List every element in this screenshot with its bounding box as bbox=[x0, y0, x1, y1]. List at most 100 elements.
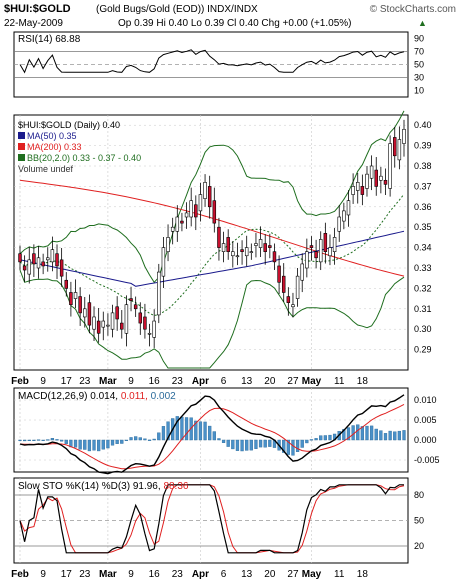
candle-body bbox=[110, 312, 115, 330]
macd-tick: 0.000 bbox=[414, 435, 437, 445]
candle-body bbox=[281, 275, 286, 293]
candle-body bbox=[194, 204, 198, 218]
macd-histogram-bar bbox=[286, 439, 290, 455]
header-ohlc: Op 0.39 Hi 0.40 Lo 0.39 Cl 0.40 Chg +0.0… bbox=[118, 18, 352, 29]
header-description: (Gold Bugs/Gold (EOD)) INDX/INDX bbox=[96, 4, 258, 15]
x-tick-label: 9 bbox=[128, 569, 134, 580]
macd-histogram-bar bbox=[152, 438, 156, 441]
macd-histogram-bar bbox=[208, 425, 212, 441]
x-tick-label: 17 bbox=[61, 376, 73, 387]
candle-body bbox=[212, 200, 217, 224]
price-tick: 0.36 bbox=[414, 202, 432, 212]
legend-entry: BB(20,2.0) 0.33 - 0.37 - 0.40 bbox=[27, 153, 141, 163]
x-tick-label: Apr bbox=[192, 376, 209, 387]
x-tick-label: 20 bbox=[264, 376, 276, 387]
macd-histogram-bar bbox=[300, 439, 304, 448]
macd-histogram-bar bbox=[402, 430, 406, 441]
macd-histogram-bar bbox=[323, 435, 327, 441]
macd-histogram-bar bbox=[319, 435, 323, 441]
macd-histogram-bar bbox=[240, 439, 244, 452]
macd-histogram-bar bbox=[50, 438, 55, 441]
macd-histogram-bar bbox=[365, 425, 369, 441]
x-tick-label: 9 bbox=[40, 376, 46, 387]
x-axis-price: Feb 9 17 23 Mar 9 16 23 Apr 6 13 20 27 May 11 18 bbox=[11, 376, 368, 387]
macd-histogram-bar bbox=[235, 439, 240, 451]
candle-body bbox=[263, 243, 267, 252]
macd-histogram-bar bbox=[254, 439, 258, 449]
candle-body bbox=[337, 216, 341, 232]
macd-histogram-bar bbox=[295, 439, 300, 452]
x-tick-label: 11 bbox=[334, 376, 345, 387]
macd-histogram-bar bbox=[41, 439, 45, 442]
chg-arrow-icon: ▲ bbox=[418, 18, 427, 28]
bb-lower-line bbox=[19, 269, 405, 369]
x-tick-label: 18 bbox=[357, 376, 369, 387]
candle-body bbox=[184, 212, 189, 218]
macd-tick: 0.010 bbox=[414, 395, 437, 405]
candle-body bbox=[87, 302, 92, 326]
macd-histogram-bar bbox=[328, 434, 332, 441]
candle-body bbox=[157, 271, 161, 316]
price-tick: 0.31 bbox=[414, 304, 432, 314]
candle-body bbox=[323, 233, 328, 252]
candle-body bbox=[226, 237, 230, 252]
candle-body bbox=[346, 200, 351, 216]
candle-body bbox=[221, 243, 226, 252]
bb-middle-line bbox=[19, 193, 405, 317]
macd-histogram-bar bbox=[263, 439, 267, 448]
candle-body bbox=[286, 296, 291, 303]
sto-panel: 80 50 20 Slow STO %K(14) %D(3) 91.96, 88.36 bbox=[13, 477, 424, 564]
sto-tick: 80 bbox=[414, 490, 424, 500]
macd-histogram-bar bbox=[27, 439, 31, 442]
legend-entry: $HUI:$GOLD (Daily) 0.40 bbox=[18, 120, 120, 130]
watermark: © StockCharts.com bbox=[370, 4, 456, 15]
macd-histogram-bar bbox=[129, 437, 133, 441]
rsi-label: RSI(14) 68.88 bbox=[18, 34, 81, 45]
candle-body bbox=[69, 292, 73, 306]
candle-body bbox=[120, 322, 124, 330]
x-tick-label: 23 bbox=[172, 376, 184, 387]
candle-body bbox=[18, 253, 22, 263]
candle-body bbox=[356, 182, 360, 191]
header-date: 22-May-2009 bbox=[4, 18, 63, 29]
macd-tick: -0.005 bbox=[414, 455, 440, 465]
macd-histogram-bar bbox=[87, 439, 92, 452]
macd-histogram-bar bbox=[143, 438, 147, 441]
macd-histogram-bar bbox=[374, 428, 378, 441]
candle-body bbox=[254, 243, 258, 246]
macd-histogram-bar bbox=[346, 427, 351, 441]
candle-body bbox=[374, 169, 378, 187]
candle-body bbox=[300, 263, 304, 281]
price-frame bbox=[13, 114, 409, 371]
candle-body bbox=[351, 186, 355, 195]
macd-histogram-bar bbox=[282, 439, 286, 453]
macd-histogram-bar bbox=[120, 439, 124, 444]
candle-body bbox=[59, 259, 64, 277]
candle-body bbox=[41, 261, 45, 267]
candle-body bbox=[92, 316, 96, 330]
candle-body bbox=[217, 226, 221, 248]
candle-body bbox=[365, 173, 369, 189]
macd-signal-line bbox=[19, 403, 405, 470]
candle-body bbox=[268, 245, 272, 248]
candle-body bbox=[138, 312, 143, 324]
macd-histogram-bar bbox=[231, 439, 235, 450]
x-tick-label: 16 bbox=[149, 569, 161, 580]
candle-body bbox=[22, 265, 27, 271]
candle-body bbox=[46, 257, 50, 261]
rsi-tick: 50 bbox=[414, 60, 424, 70]
macd-histogram-bar bbox=[217, 438, 221, 441]
candle-body bbox=[73, 292, 78, 299]
candle-body bbox=[36, 257, 41, 269]
macd-histogram-bar bbox=[351, 425, 355, 441]
macd-histogram-bar bbox=[110, 439, 115, 446]
candle-body bbox=[50, 249, 55, 263]
candle-body bbox=[133, 304, 138, 310]
candle-body bbox=[198, 194, 203, 212]
candle-body bbox=[101, 320, 106, 328]
candle-body bbox=[207, 186, 212, 208]
candle-body bbox=[291, 304, 295, 308]
macd-histogram-bar bbox=[106, 439, 110, 449]
candle-body bbox=[244, 247, 249, 257]
macd-histogram-bar bbox=[175, 416, 179, 441]
